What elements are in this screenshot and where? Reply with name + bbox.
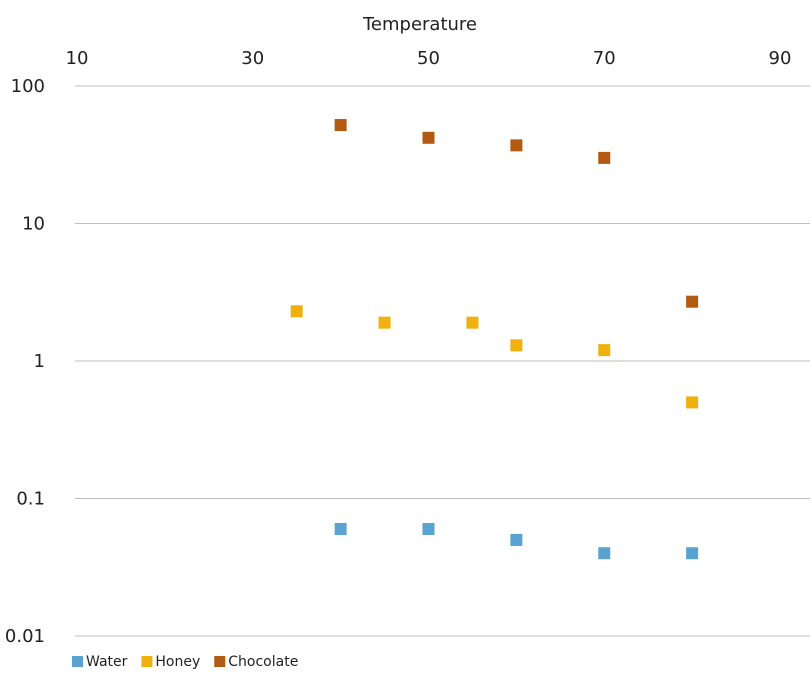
grid-layer <box>75 85 810 637</box>
x-tick-label: 10 <box>66 48 89 69</box>
data-point <box>686 547 699 560</box>
legend-label: Water <box>86 654 128 670</box>
y-tick-label: 10 <box>22 214 45 235</box>
legend-swatch <box>141 656 153 667</box>
x-tick-label: 90 <box>769 48 792 69</box>
legend-swatch <box>72 656 83 667</box>
y-tick-label: 1 <box>34 351 45 372</box>
legend-swatch <box>214 656 226 667</box>
legend-item-water: Water <box>72 654 128 670</box>
legend-item-honey: Honey <box>141 654 200 670</box>
y-tick-label: 0.1 <box>16 489 45 510</box>
data-point <box>510 139 523 152</box>
series-honey <box>290 305 699 409</box>
data-point <box>466 316 479 329</box>
series-water <box>334 523 699 560</box>
data-point <box>334 523 347 536</box>
data-point <box>598 151 611 164</box>
data-point <box>422 131 435 144</box>
legend-label: Chocolate <box>228 654 298 670</box>
data-point <box>510 339 523 352</box>
y-tick-label: 100 <box>11 76 45 97</box>
data-point <box>422 523 435 536</box>
data-point <box>334 119 347 132</box>
series-chocolate <box>334 119 699 308</box>
data-point <box>686 396 699 409</box>
data-point <box>290 305 303 318</box>
data-point <box>686 295 699 308</box>
x-tick-label: 30 <box>241 48 264 69</box>
legend: Water Honey Chocolate <box>72 654 298 670</box>
x-axis-title: Temperature <box>362 14 477 35</box>
data-point <box>598 344 611 357</box>
legend-label: Honey <box>155 654 200 670</box>
data-point <box>510 533 523 546</box>
y-axis: 0.01 0.1 1 10 100 <box>5 76 45 647</box>
legend-item-chocolate: Chocolate <box>214 654 298 670</box>
x-tick-label: 70 <box>593 48 616 69</box>
data-point <box>378 316 391 329</box>
x-axis: Temperature 10 30 50 70 90 <box>66 14 792 69</box>
x-tick-label: 50 <box>417 48 440 69</box>
data-points <box>290 119 699 560</box>
data-point <box>598 547 611 560</box>
y-tick-label: 0.01 <box>5 626 45 647</box>
